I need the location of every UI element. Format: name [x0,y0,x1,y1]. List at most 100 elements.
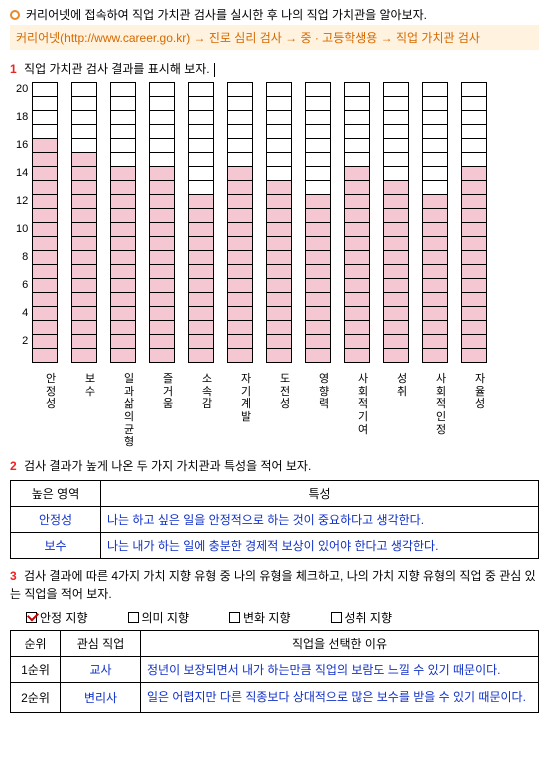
chart-bar [383,83,409,363]
bar-cell [344,306,370,321]
bar-cell [227,236,253,251]
y-tick: 14 [16,167,28,179]
checkbox-icon [229,612,240,623]
bar-cell [188,138,214,153]
checkbox-option[interactable]: 변화 지향 [229,609,291,626]
bar-cell [344,82,370,97]
table-header-row: 높은 영역 특성 [11,480,539,506]
bar-cell [266,222,292,237]
bar-cell [383,278,409,293]
bar-cell [461,96,487,111]
section2-title: 2 검사 결과가 높게 나온 두 가지 가치관과 특성을 적어 보자. [10,457,539,474]
bar-cell [110,250,136,265]
bar-cell [149,138,175,153]
bar-cell [71,320,97,335]
checkbox-option[interactable]: 안정 지향 [26,609,88,626]
bar-cell [32,208,58,223]
bar-cell [305,166,331,181]
chart-bar [266,83,292,363]
bar-label: 영향력 [311,369,337,449]
bar-cell [188,166,214,181]
bar-cell [266,138,292,153]
bar-cell [266,96,292,111]
col-header-reason: 직업을 선택한 이유 [141,630,539,656]
bar-cell [266,348,292,363]
bar-cell [383,292,409,307]
bar-cell [383,110,409,125]
bar-cell [422,250,448,265]
text-cursor-icon [214,63,215,77]
bar-cell [227,334,253,349]
bar-cell [305,306,331,321]
bar-cell [305,320,331,335]
bar-cell [188,348,214,363]
section1-num: 1 [10,62,17,76]
bar-cell [227,278,253,293]
bar-cell [422,138,448,153]
bar-cell [344,152,370,167]
bar-cell [71,138,97,153]
bar-cell [266,166,292,181]
bar-cell [149,152,175,167]
bar-cell [71,348,97,363]
bar-label: 도전성 [272,369,298,449]
bar-cell [32,180,58,195]
bar-cell [149,208,175,223]
bar-cell [344,264,370,279]
bar-cell [383,166,409,181]
bar-cell [32,236,58,251]
bar-cell [461,264,487,279]
bullet-icon [10,10,20,20]
bar-cell [32,250,58,265]
checkbox-icon [128,612,139,623]
bar-cell [227,208,253,223]
bar-cell [227,152,253,167]
bar-cell [305,82,331,97]
section2-table: 높은 영역 특성 안정성 나는 하고 싶은 일을 안정적으로 하는 것이 중요하… [10,480,539,559]
bar-cell [461,250,487,265]
bar-cell [422,124,448,139]
bar-cell [110,180,136,195]
checkbox-option[interactable]: 성취 지향 [331,609,393,626]
bar-cell [32,334,58,349]
chart-bar [32,83,58,363]
bar-cell [32,264,58,279]
bar-cell [71,166,97,181]
bar-cell [227,180,253,195]
table-header-row: 순위 관심 직업 직업을 선택한 이유 [11,630,539,656]
bar-cell [149,194,175,209]
bar-cell [227,138,253,153]
bar-cell [422,208,448,223]
bar-cell [188,250,214,265]
bar-cell [344,250,370,265]
checkbox-option[interactable]: 의미 지향 [128,609,190,626]
bar-cell [110,236,136,251]
bar-cell [344,334,370,349]
bar-cell [149,222,175,237]
bar-cell [110,306,136,321]
bar-cell [383,306,409,321]
chart-bar [188,83,214,363]
bar-cell [266,250,292,265]
bar-cell [422,222,448,237]
bar-cell [461,236,487,251]
bar-cell [305,236,331,251]
bar-cell [188,194,214,209]
y-tick: 2 [22,335,28,347]
bar-cell [305,124,331,139]
chart-bar [461,83,487,363]
bar-cell [461,348,487,363]
bar-cell [344,110,370,125]
bar-cell [305,334,331,349]
checkbox-icon [331,612,342,623]
bar-cell [422,152,448,167]
bar-cell [461,208,487,223]
section2-num: 2 [10,459,17,473]
bar-cell [32,110,58,125]
bar-cell [227,250,253,265]
bar-cell [149,96,175,111]
bar-cell [305,208,331,223]
bar-cell [188,278,214,293]
bar-cell [149,334,175,349]
bar-cell [383,96,409,111]
